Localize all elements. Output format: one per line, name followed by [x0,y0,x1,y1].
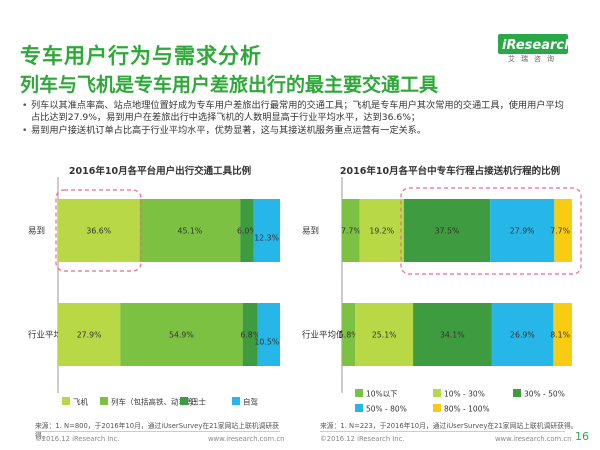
legend-label: 列车（包括高铁、动车等） [111,397,201,407]
data-label: 6.0% [237,227,257,236]
page-title: 专车用户行为与需求分析 [20,44,262,68]
data-label: 26.9% [510,331,535,340]
legend-swatch [232,397,240,405]
data-label: 36.6% [86,227,111,236]
bar-segment [58,303,121,366]
bar-segment [139,199,241,262]
page-number: 16 [575,430,589,443]
highlight-box [400,187,582,275]
data-label: 34.1% [440,331,465,340]
data-label: 27.9% [77,331,102,340]
website-right: www.iresearch.com.cn [495,435,572,443]
data-label: 6.8% [240,331,260,340]
logo-mark: iResearch 艾瑞咨询 [498,34,573,63]
logo-text: iResearch [502,38,568,53]
legend-swatch [513,389,521,397]
highlight-box [55,189,142,272]
legend-label: 10%以下 [366,390,398,399]
chart-left: 易到 36.6% 45.1% 6.0%12.3% 行业平均值 27.9% 54.9% 6.8%… [28,177,280,407]
data-label: 25.1% [372,331,397,340]
legend-swatch [100,397,108,405]
data-label: 54.9% [169,331,194,340]
bar-segment [342,303,356,366]
data-label: 10.5% [254,338,279,347]
bar-segment [58,199,140,262]
category-label: 行业平均值 [28,330,71,341]
bar-segment [491,303,554,366]
bar-segment [490,199,555,262]
iresearch-logo: iResearch 艾瑞咨询 [498,34,573,66]
bar-segment [253,199,280,262]
category-label: 行业平均值 [302,330,345,341]
data-label: 19.2% [369,227,394,236]
page-subtitle: 列车与飞机是专车用户差旅出行的最主要交通工具 [20,74,439,96]
legend-swatch [62,397,70,405]
footer-divider-left [35,431,280,432]
bar-segment [342,199,360,262]
copyright-right: ©2016.12 iResearch Inc. [320,435,405,443]
website-left: www.iresearch.com.cn [208,435,285,443]
bullet-item: 列车以其准点率高、站点地理位置好成为专车用户差旅出行最常用的交通工具；飞机是专车… [22,100,572,125]
data-label: 45.1% [178,227,203,236]
legend-label: 自驾 [243,397,258,407]
chart-title-left: 2016年10月各平台用户出行交通工具比例 [68,166,252,177]
data-label: 7.7% [341,227,361,236]
bar-segment [403,199,491,262]
bar-segment [120,303,243,366]
category-label: 易到 [28,227,45,237]
source-right: 来源：1. N=223，于2016年10月，通过iUserSurvey在21家网… [320,422,578,430]
copyright-left: ©2016.12 iResearch Inc. [35,435,120,443]
logo-subtext: 艾瑞咨询 [508,54,560,62]
bar-segment [240,199,254,262]
bar-segment [554,199,572,262]
legend-label: 80% - 100% [444,405,490,414]
bar-segment [553,303,572,366]
data-label: 12.3% [254,234,279,243]
legend-label: 巴士 [191,397,206,407]
legend-swatch [355,389,363,397]
data-label: 7.7% [550,227,570,236]
bar-segment [413,303,492,366]
category-label: 易到 [302,227,319,237]
data-label: 37.5% [435,227,460,236]
legend-label: 50% - 80% [366,405,407,414]
bar-segment [242,303,258,366]
data-label: 8.1% [550,331,570,340]
source-left: 来源：1. N=800，于2016年10月，通过iUserSurvey在21家网… [35,422,279,440]
legend-swatch [355,404,363,412]
legend-swatch [433,404,441,412]
data-label: 27.9% [510,227,535,236]
bar-segment [359,199,404,262]
legend-swatch [180,397,188,405]
legend-swatch [433,389,441,397]
chart-title-right: 2016年10月各平台中专车行程占接送机行程的比例 [339,166,561,177]
legend-label: 30% - 50% [524,390,565,399]
bar-segment [355,303,414,366]
legend-label: 10% - 30% [444,390,485,399]
data-label: 5.8% [339,331,359,340]
bullet-item: 易到用户接送机订单占比高于行业平均水平，优势显著，这与其接送机服务重点运营有一定… [22,125,572,138]
footer-divider-right [320,431,565,432]
bar-segment [257,303,280,366]
bullet-list: 列车以其准点率高、站点地理位置好成为专车用户差旅出行最常用的交通工具；飞机是专车… [22,100,572,137]
legend-label: 飞机 [73,397,88,407]
